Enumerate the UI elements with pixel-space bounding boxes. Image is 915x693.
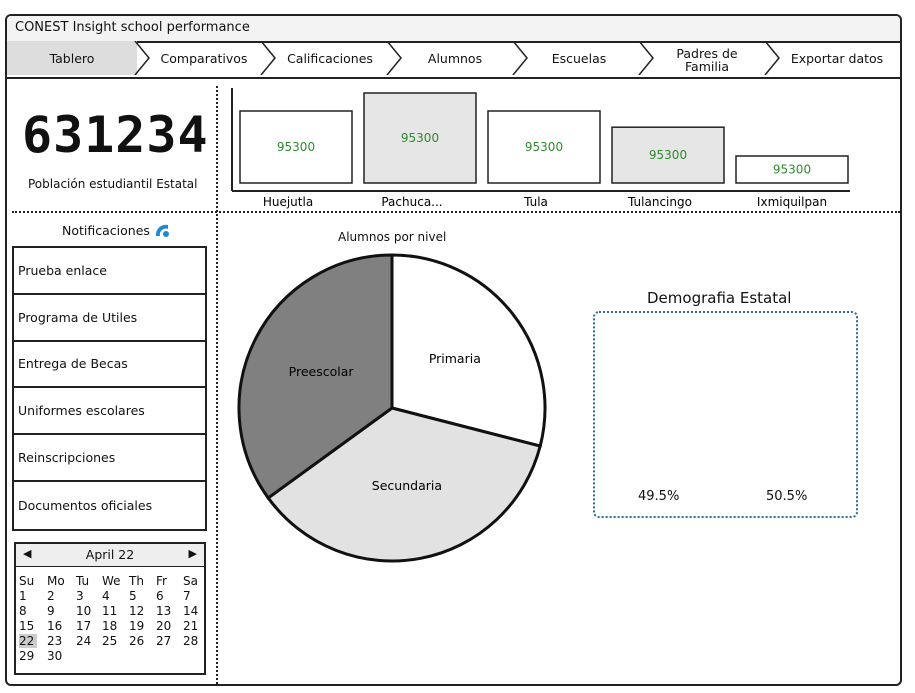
student-population-value: 631234 (22, 106, 209, 164)
vertical-divider (216, 86, 218, 684)
bar-category-label: Huejutla (263, 195, 313, 209)
calendar-day[interactable]: 29 (19, 649, 35, 663)
pie-chart-title: Alumnos por nivel (338, 230, 447, 244)
calendar-day[interactable]: 11 (102, 604, 118, 618)
calendar-day[interactable]: 6 (156, 589, 164, 603)
bar-category-label: Ixmiquilpan (757, 195, 827, 209)
calendar-weekday: Su (19, 574, 35, 588)
calendar-day[interactable]: 9 (47, 604, 55, 618)
calendar-weekday: Fr (156, 574, 167, 588)
calendar-day[interactable]: 21 (183, 619, 199, 633)
calendar-weekday: Sa (183, 574, 198, 588)
demography-value: 49.5% (638, 489, 680, 504)
calendar-day[interactable]: 23 (47, 634, 63, 648)
bar-value-label: 95300 (277, 140, 315, 154)
calendar-day[interactable]: 27 (156, 634, 172, 648)
bar-category-label: Pachuca... (381, 195, 442, 209)
demography-panel (593, 311, 858, 518)
calendar-day[interactable]: 20 (156, 619, 172, 633)
calendar-day[interactable]: 7 (183, 589, 191, 603)
calendar-day[interactable]: 19 (129, 619, 145, 633)
tab-comparativos[interactable]: Comparativos (160, 50, 248, 66)
bar-huejutla (239, 110, 353, 184)
notifications-title: Notificaciones (62, 222, 150, 238)
calendar-weekday: Th (129, 574, 144, 588)
calendar-day[interactable]: 15 (19, 619, 35, 633)
pie-slice-secundaria (266, 406, 543, 563)
calendar-day[interactable]: 14 (183, 604, 199, 618)
pie-slice-preescolar (237, 253, 394, 501)
calendar-day[interactable]: 5 (129, 589, 137, 603)
notification-item[interactable]: Uniformes escolares (14, 388, 205, 436)
notification-item[interactable]: Documentos oficiales (18, 497, 153, 513)
tab-tablero[interactable]: Tablero (7, 41, 137, 75)
city-bar-chart: 95300 Huejutla 95300 Pachuca... 95300 Tula 953… (231, 88, 850, 209)
notification-item[interactable]: Prueba enlace (14, 248, 205, 295)
calendar-day[interactable]: 18 (102, 619, 118, 633)
calendar-weekday: Tu (76, 574, 90, 588)
calendar-day[interactable]: 16 (47, 619, 63, 633)
notifications-header: Notificaciones (62, 222, 170, 238)
pie-slice-label: Primaria (429, 351, 481, 366)
tab-alumnos[interactable]: Alumnos (427, 50, 483, 66)
notification-bell-icon[interactable] (154, 222, 170, 238)
horizontal-divider (12, 211, 900, 213)
bar-value-label: 95300 (401, 131, 439, 145)
calendar-day[interactable]: 12 (129, 604, 145, 618)
prev-month-icon[interactable]: ◀ (23, 547, 32, 560)
students-by-level-pie: Primaria Secundaria Preescolar (237, 253, 547, 563)
calendar-day[interactable]: 25 (102, 634, 118, 648)
pie-slice-primaria (390, 253, 547, 448)
tab-separators (134, 41, 780, 75)
demography-value: 50.5% (766, 489, 808, 504)
calendar-day[interactable]: 8 (19, 604, 27, 618)
bar-value-label: 95300 (525, 140, 563, 154)
calendar-day[interactable]: 17 (76, 619, 92, 633)
calendar-day[interactable]: 10 (76, 604, 92, 618)
bar-category-label: Tulancingo (627, 195, 692, 209)
calendar-day[interactable]: 24 (76, 634, 92, 648)
notification-item[interactable]: Entrega de Becas (14, 342, 205, 389)
bar-ixmiquilpan (735, 155, 849, 184)
notification-item[interactable]: Programa de Utiles (14, 295, 205, 342)
bar-value-label: 95300 (773, 163, 811, 177)
calendar-weekday: We (102, 574, 121, 588)
bar-pachuca (363, 92, 477, 184)
bar-category-label: Tula (523, 195, 548, 209)
tab-calificaciones[interactable]: Calificaciones (287, 50, 373, 66)
calendar-day[interactable]: 4 (102, 589, 110, 603)
calendar-day[interactable]: 22 (19, 634, 37, 648)
pie-slice-label: Secundaria (372, 478, 442, 493)
calendar-day[interactable]: 3 (76, 589, 84, 603)
tab-bar: Tablero Comparativos Calificaciones Alum… (7, 41, 900, 79)
calendar-month: April 22 (85, 547, 135, 562)
calendar-day[interactable]: 28 (183, 634, 199, 648)
calendar-day[interactable]: 2 (47, 589, 55, 603)
pie-slice-label: Preescolar (289, 364, 355, 379)
calendar-day[interactable]: 30 (47, 649, 63, 663)
bar-tulancingo (611, 126, 725, 184)
window-title: CONEST Insight school performance (15, 20, 250, 35)
calendar-header: ◀ April 22 ▶ (16, 544, 204, 567)
tab-padres-de-familia[interactable]: Padres de Familia (676, 46, 738, 74)
notification-item[interactable]: Reinscripciones (14, 435, 205, 482)
title-bar: CONEST Insight school performance (7, 16, 900, 43)
tab-exportar-datos[interactable]: Exportar datos (790, 50, 884, 66)
tab-escuelas[interactable]: Escuelas (551, 50, 607, 66)
student-population-caption: Población estudiantil Estatal (28, 177, 198, 191)
calendar-day[interactable]: 26 (129, 634, 145, 648)
notifications-list: Prueba enlace Programa de Utiles Entrega… (12, 246, 207, 531)
calendar: ◀ April 22 ▶ Su Mo Tu We Th Fr Sa 1 2 3 4 5 6 7 8 9 10 11… (14, 542, 206, 675)
demography-title: Demografia Estatal (647, 289, 792, 307)
calendar-weekday: Mo (47, 574, 65, 588)
bar-tula (487, 110, 601, 184)
calendar-day[interactable]: 1 (19, 589, 27, 603)
bar-value-label: 95300 (649, 148, 687, 162)
next-month-icon[interactable]: ▶ (188, 547, 197, 560)
calendar-day[interactable]: 13 (156, 604, 172, 618)
